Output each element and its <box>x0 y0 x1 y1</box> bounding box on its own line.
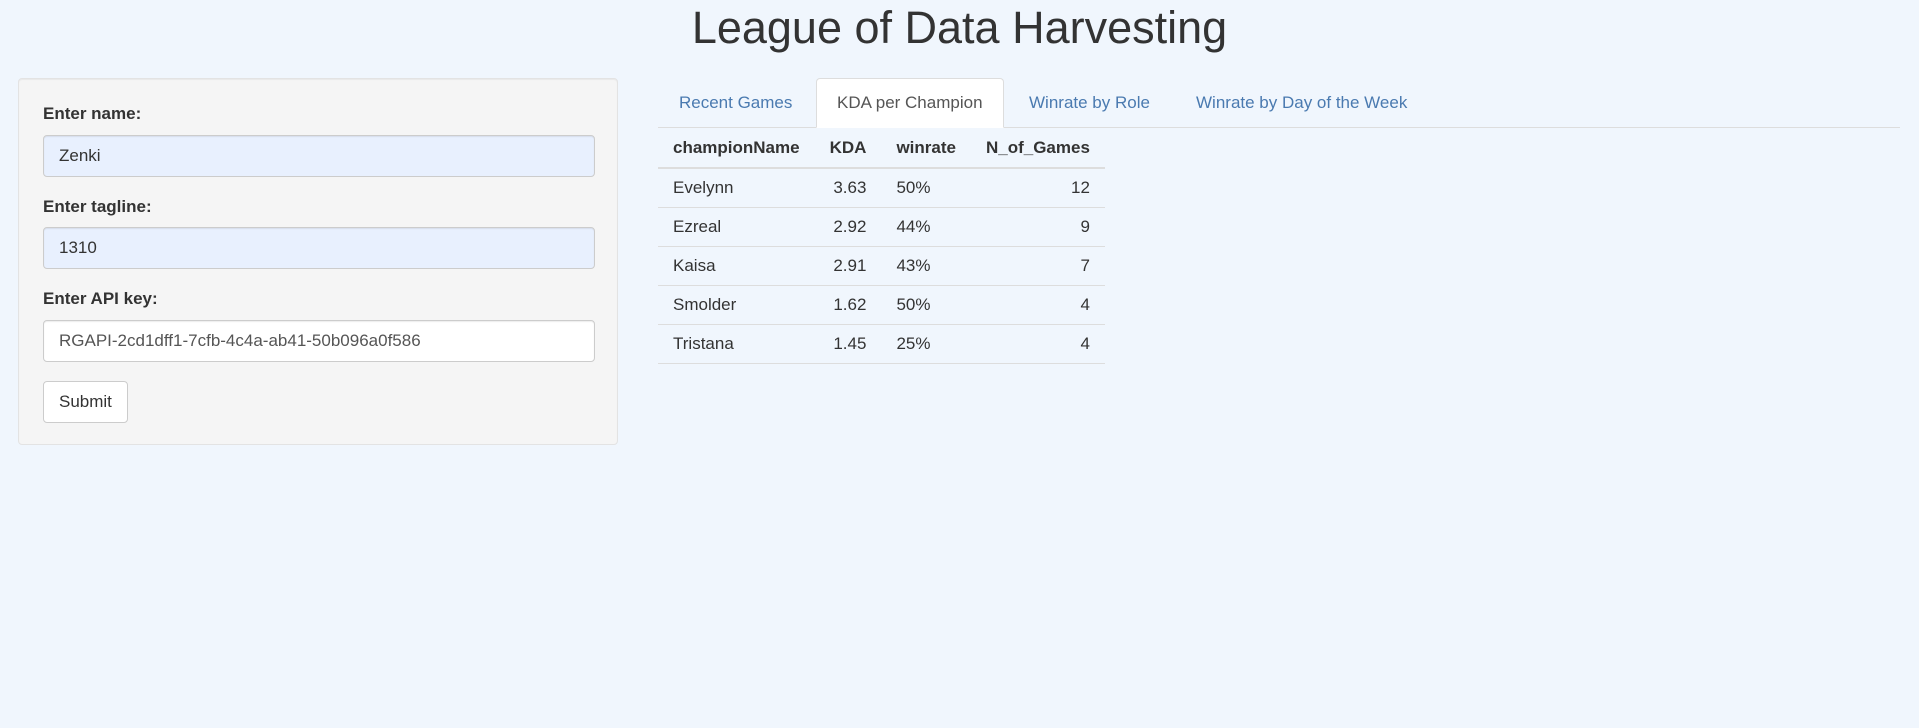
column-header-kda[interactable]: KDA <box>814 129 882 169</box>
tab-winrate-by-day-of-week[interactable]: Winrate by Day of the Week <box>1196 93 1408 112</box>
name-label: Enter name: <box>43 104 142 123</box>
cell-games: 4 <box>970 324 1105 364</box>
tab-kda-per-champion[interactable]: KDA per Champion <box>816 78 1004 128</box>
tab-recent-games[interactable]: Recent Games <box>679 93 793 112</box>
tab-winrate-by-role[interactable]: Winrate by Role <box>1029 93 1150 112</box>
cell-kda: 3.63 <box>814 168 882 208</box>
table-row: Tristana 1.45 25% 4 <box>658 324 1105 364</box>
tab-bar: Recent Games KDA per Champion Winrate by… <box>658 78 1900 128</box>
name-input[interactable] <box>43 135 595 177</box>
kda-table: championName KDA winrate N_of_Games Evel… <box>658 129 1105 364</box>
cell-champion: Kaisa <box>658 246 815 286</box>
cell-champion: Smolder <box>658 285 815 325</box>
table-row: Evelynn 3.63 50% 12 <box>658 168 1105 208</box>
api-key-label: Enter API key: <box>43 289 158 308</box>
cell-champion: Tristana <box>658 324 815 364</box>
cell-games: 12 <box>970 168 1105 208</box>
tagline-input[interactable] <box>43 227 595 269</box>
cell-games: 4 <box>970 285 1105 325</box>
cell-champion: Evelynn <box>658 168 815 208</box>
cell-winrate: 50% <box>881 285 971 325</box>
cell-kda: 2.91 <box>814 246 882 286</box>
input-panel: Enter name: Enter tagline: Enter API key… <box>18 78 618 445</box>
table-row: Ezreal 2.92 44% 9 <box>658 207 1105 247</box>
tagline-label: Enter tagline: <box>43 197 152 216</box>
cell-winrate: 25% <box>881 324 971 364</box>
cell-kda: 2.92 <box>814 207 882 247</box>
cell-games: 7 <box>970 246 1105 286</box>
column-header-n-of-games[interactable]: N_of_Games <box>970 129 1105 169</box>
cell-champion: Ezreal <box>658 207 815 247</box>
table-header-row: championName KDA winrate N_of_Games <box>658 129 1105 169</box>
column-header-championname[interactable]: championName <box>658 129 815 169</box>
cell-winrate: 43% <box>881 246 971 286</box>
submit-button[interactable]: Submit <box>43 381 128 423</box>
cell-kda: 1.62 <box>814 285 882 325</box>
table-row: Kaisa 2.91 43% 7 <box>658 246 1105 286</box>
page-title: League of Data Harvesting <box>691 2 1228 53</box>
column-header-winrate[interactable]: winrate <box>881 129 971 169</box>
table-row: Smolder 1.62 50% 4 <box>658 285 1105 325</box>
cell-kda: 1.45 <box>814 324 882 364</box>
cell-winrate: 50% <box>881 168 971 208</box>
cell-games: 9 <box>970 207 1105 247</box>
cell-winrate: 44% <box>881 207 971 247</box>
api-key-input[interactable] <box>43 320 595 362</box>
